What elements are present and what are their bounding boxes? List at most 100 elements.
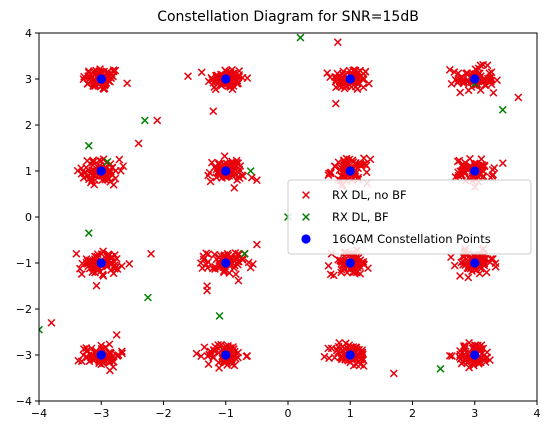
rx-no-bf-point xyxy=(247,173,256,182)
axes: −4 −3 −2 −1 0 1 2 3 4 −4 −3 −2 −1 0 1 2 3 4 xyxy=(16,27,541,420)
rx-no-bf-point xyxy=(483,61,492,70)
rx-no-bf-point xyxy=(215,259,224,268)
rx-no-bf-point xyxy=(232,255,241,264)
rx-no-bf-point xyxy=(459,74,468,83)
rx-no-bf-point xyxy=(331,162,340,171)
rx-no-bf-point xyxy=(192,349,201,358)
rx-bf-point xyxy=(498,105,507,114)
rx-no-bf-point xyxy=(96,65,104,74)
rx-no-bf-point xyxy=(88,161,97,170)
rx-no-bf-point xyxy=(83,346,92,355)
rx-no-bf-point xyxy=(214,160,223,169)
rx-no-bf-point xyxy=(460,343,469,352)
rx-no-bf-point xyxy=(232,156,241,165)
rx-no-bf-point xyxy=(77,169,86,178)
y-tick-label: −1 xyxy=(16,257,32,270)
rx-no-bf-point xyxy=(336,165,344,174)
rx-no-bf-point xyxy=(203,282,212,290)
rx-no-bf-point xyxy=(332,77,340,86)
rx-no-bf-point xyxy=(477,155,486,164)
rx-no-bf-point xyxy=(234,276,243,285)
legend-marker-no-bf xyxy=(302,191,310,199)
rx-no-bf-point xyxy=(208,75,217,84)
rx-no-bf-point xyxy=(229,345,238,354)
rx-no-bf-point xyxy=(72,249,81,258)
y-tick-label: −3 xyxy=(16,349,32,362)
rx-no-bf-point xyxy=(456,271,464,280)
rx-no-bf-point xyxy=(103,252,112,261)
rx-no-bf-point xyxy=(458,162,467,171)
rx-no-bf-point xyxy=(244,258,253,267)
constellation-point xyxy=(96,350,106,360)
legend-label: RX DL, BF xyxy=(332,210,389,224)
rx-no-bf-point xyxy=(350,66,358,75)
rx-bf-point xyxy=(240,249,249,258)
rx-no-bf-point xyxy=(356,269,365,278)
rx-no-bf-point xyxy=(85,357,94,366)
rx-no-bf-point xyxy=(236,162,245,170)
rx-no-bf-point xyxy=(362,161,371,170)
legend-label: RX DL, no BF xyxy=(332,188,407,202)
rx-no-bf-point xyxy=(487,80,496,89)
constellation-point xyxy=(345,166,355,176)
constellation-point xyxy=(345,74,355,84)
rx-no-bf-point xyxy=(246,263,255,272)
rx-no-bf-point xyxy=(451,75,460,84)
rx-no-bf-point xyxy=(100,67,109,76)
rx-no-bf-point xyxy=(119,162,128,171)
rx-no-bf-point xyxy=(324,344,333,353)
rx-no-bf-point xyxy=(450,261,459,270)
rx-no-bf-point xyxy=(234,168,243,177)
x-tick-label: 4 xyxy=(534,407,541,420)
y-tick-label: 4 xyxy=(25,27,32,40)
rx-no-bf-point xyxy=(331,99,340,108)
constellation-point xyxy=(96,166,106,176)
rx-no-bf-point xyxy=(353,79,362,88)
rx-no-bf-point xyxy=(212,255,221,264)
rx-no-bf-point xyxy=(109,357,117,366)
rx-no-bf-point xyxy=(83,156,92,165)
rx-no-bf-point xyxy=(493,76,501,85)
rx-no-bf-point xyxy=(200,343,209,352)
rx-no-bf-point xyxy=(489,88,498,97)
legend: RX DL, no BF RX DL, BF 16QAM Constellation… xyxy=(287,179,532,255)
rx-no-bf-point xyxy=(349,158,358,167)
y-tick-label: −2 xyxy=(16,303,32,316)
rx-no-bf-point xyxy=(327,344,336,353)
rx-no-bf-point xyxy=(231,350,240,359)
rx-no-bf-point xyxy=(196,259,205,267)
rx-no-bf-point xyxy=(470,265,479,274)
rx-no-bf-point xyxy=(490,163,499,172)
rx-no-bf-point xyxy=(486,73,495,82)
rx-no-bf-point xyxy=(82,163,91,172)
rx-no-bf-point xyxy=(498,159,507,168)
rx-bf-point xyxy=(246,167,255,175)
rx-no-bf-point xyxy=(238,254,247,263)
rx-no-bf-point xyxy=(93,252,101,261)
rx-no-bf-point xyxy=(333,38,342,47)
rx-no-bf-point xyxy=(206,177,215,186)
rx-no-bf-point xyxy=(111,66,120,75)
rx-no-bf-point xyxy=(114,351,123,359)
rx-no-bf-point xyxy=(335,338,344,347)
rx-no-bf-point xyxy=(90,80,99,89)
rx-no-bf-point xyxy=(356,360,365,369)
rx-no-bf-point xyxy=(153,116,162,125)
rx-no-bf-point xyxy=(77,270,86,278)
rx-no-bf-point xyxy=(88,263,97,272)
rx-no-bf-point xyxy=(252,240,261,249)
rx-bf-point xyxy=(84,141,93,150)
constellation-point xyxy=(221,166,231,176)
rx-no-bf-point xyxy=(337,268,346,277)
constellation-point xyxy=(96,74,106,84)
rx-bf-point xyxy=(144,293,152,302)
x-tick-label: −4 xyxy=(31,407,47,420)
rx-no-bf-point xyxy=(337,265,346,274)
y-tick-label: 1 xyxy=(25,165,32,178)
rx-no-bf-point xyxy=(93,250,102,259)
rx-no-bf-point xyxy=(514,93,523,102)
rx-no-bf-point xyxy=(199,252,208,261)
y-tick-label: 2 xyxy=(25,119,32,132)
rx-bf-point xyxy=(103,157,112,166)
